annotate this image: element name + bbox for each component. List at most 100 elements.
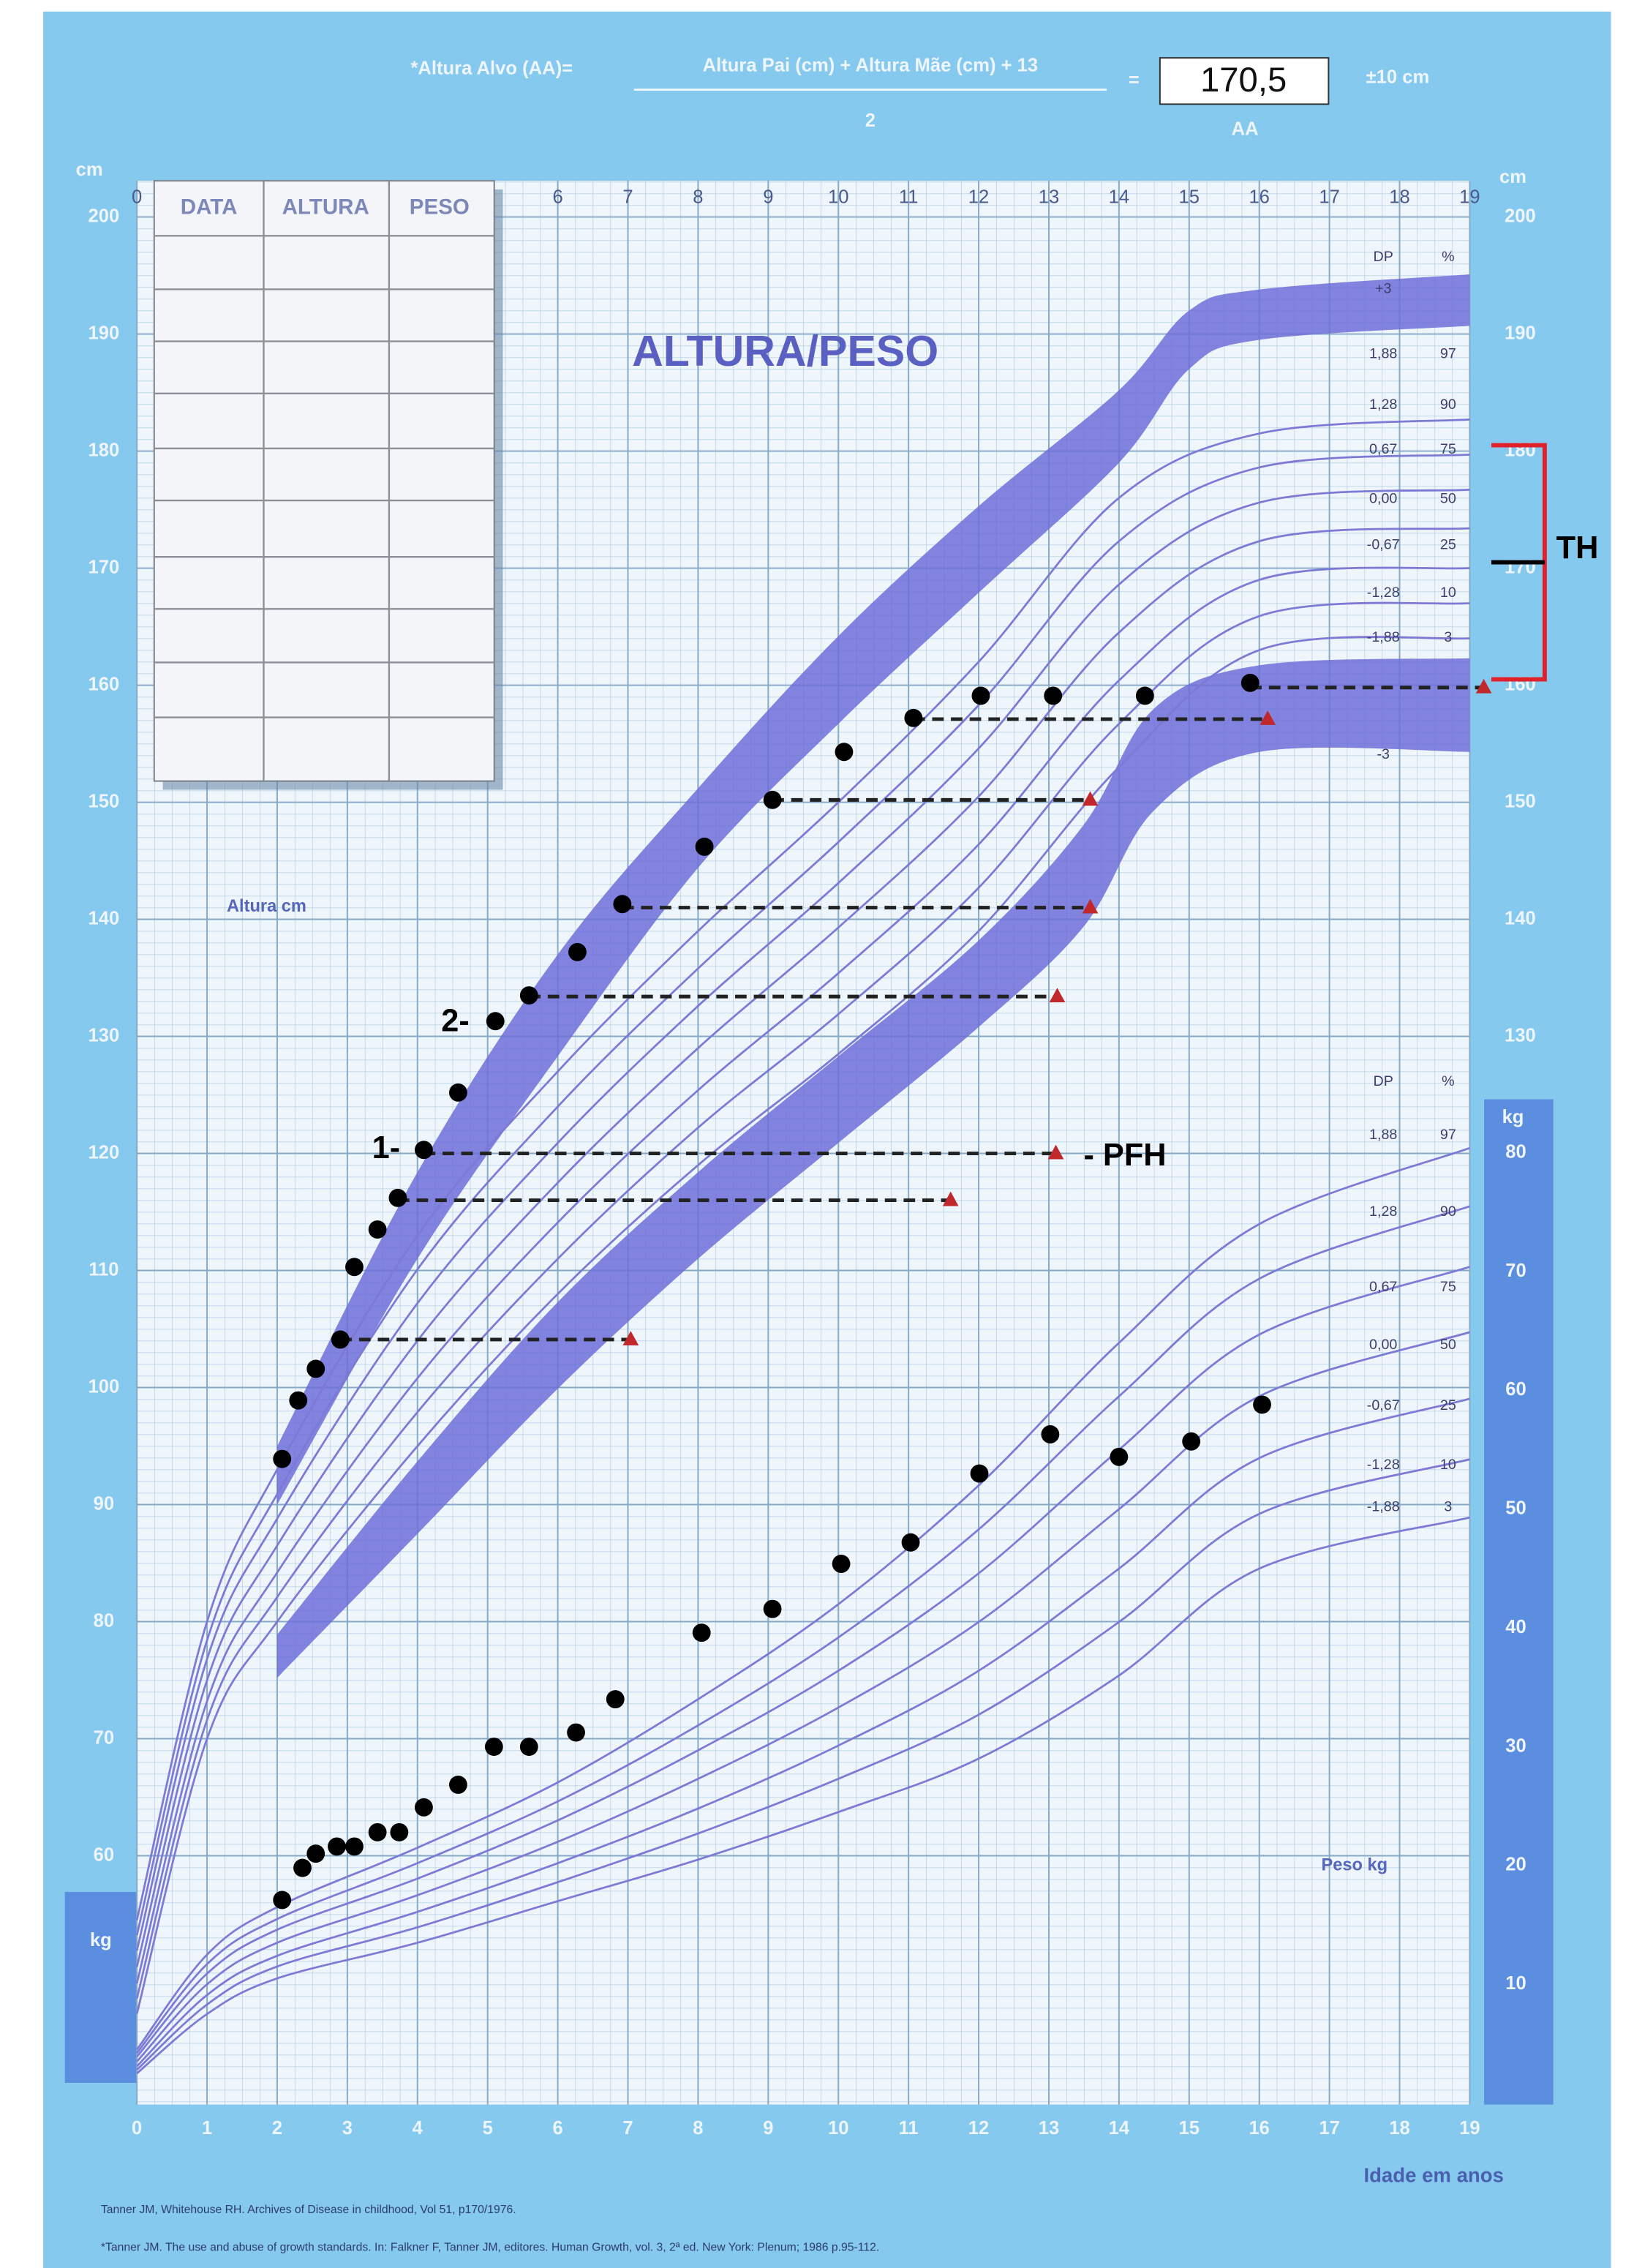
percentile-label: 0,00 — [1369, 1337, 1397, 1353]
percentile-label: 97 — [1440, 1127, 1456, 1143]
data-point — [832, 1555, 851, 1573]
percentile-curve — [135, 601, 1470, 1999]
y-tick-label-right: 180 — [1505, 440, 1536, 460]
percentile-curve — [135, 488, 1470, 1951]
y2-tick-label: 50 — [1505, 1498, 1526, 1519]
percentile-label: 3 — [1444, 1498, 1452, 1514]
chart-title: ALTURA/PESO — [632, 326, 938, 375]
percentile-curve — [135, 453, 1470, 1936]
data-point — [273, 1890, 292, 1910]
x-tick-label-top: 16 — [1249, 187, 1269, 208]
table-header: DATA — [181, 195, 238, 219]
data-point — [289, 1391, 308, 1410]
percentile-curve — [135, 527, 1470, 1967]
formula-numerator: Altura Pai (cm) + Altura Mãe (cm) + 13 — [703, 56, 1038, 76]
x-tick-label: 0 — [132, 2118, 142, 2139]
data-point — [695, 837, 714, 856]
x-tick-label-top: 7 — [622, 187, 633, 208]
projected-height — [1047, 1144, 1064, 1160]
x-tick-label-top: 13 — [1039, 187, 1059, 208]
data-point — [390, 1822, 409, 1841]
x-tick-label: 14 — [1109, 2118, 1130, 2139]
y-tick-label: 200 — [88, 206, 119, 226]
projected-height — [1049, 988, 1066, 1003]
percentile-curve — [135, 418, 1470, 1920]
percentile-label: -1,28 — [1367, 585, 1400, 601]
table-header: ALTURA — [282, 195, 369, 219]
curve-layer: DP % +3 1,88 97 1,28 90 0,67 75 0,00 50 -0,67 25 -1,2… — [135, 249, 1470, 2075]
projected-height — [942, 1191, 959, 1206]
percentile-curve — [136, 1516, 1470, 2075]
data-point — [273, 1449, 292, 1468]
table-lines — [154, 181, 494, 781]
formula-tolerance: ±10 cm — [1366, 67, 1430, 88]
percentile-label: 1,28 — [1369, 1204, 1397, 1220]
x-tick-label-top: 17 — [1319, 187, 1339, 208]
data-point — [388, 1188, 407, 1207]
x-tick-label: 4 — [413, 2118, 423, 2139]
y-tick-label-right: 130 — [1505, 1025, 1536, 1045]
data-point — [331, 1330, 350, 1349]
y-tick-label-right: 200 — [1505, 206, 1536, 226]
y2-tick-label: 40 — [1505, 1617, 1526, 1637]
x-tick-label: 11 — [899, 2118, 919, 2139]
formula-equals: = — [1129, 70, 1140, 90]
x-tick-label-top: 10 — [828, 187, 848, 208]
data-point — [293, 1858, 312, 1877]
result-box — [1159, 57, 1330, 105]
projected-height — [1082, 791, 1099, 806]
percentile-label: -0,67 — [1367, 537, 1400, 553]
percentile-label: 1,88 — [1369, 346, 1397, 362]
data-point — [449, 1083, 467, 1102]
percentile-header: DP — [1374, 249, 1393, 265]
x-tick-label: 19 — [1459, 2118, 1480, 2139]
data-point — [306, 1359, 325, 1378]
reference: *Tanner JM. The use and abuse of growth … — [101, 2241, 879, 2253]
data-point — [901, 1533, 920, 1552]
data-point — [1240, 673, 1260, 692]
x-tick-label-top: 14 — [1109, 187, 1129, 208]
x-tick-label: 18 — [1389, 2118, 1409, 2139]
data-point — [1253, 1395, 1271, 1414]
y-tick-label-right: 170 — [1505, 557, 1536, 577]
data-point — [519, 986, 538, 1005]
y2-unit: kg — [1502, 1107, 1524, 1127]
x-tick-label-top: 19 — [1459, 187, 1480, 208]
data-point — [904, 708, 923, 727]
y-tick-label: 60 — [94, 1844, 114, 1865]
percentile-label: 10 — [1440, 1457, 1456, 1473]
data-point — [568, 942, 587, 961]
x-tick-label: 13 — [1039, 2118, 1059, 2139]
formula-result: 170,5 — [1200, 61, 1287, 99]
annotation: 1- — [372, 1130, 401, 1165]
projected-height — [1475, 678, 1492, 694]
data-point — [613, 895, 632, 914]
y2-tick-label: 70 — [1505, 1261, 1526, 1281]
percentile-label: -3 — [1377, 746, 1390, 762]
percentile-label: 10 — [1440, 585, 1456, 601]
data-point — [567, 1723, 585, 1742]
data-point — [368, 1822, 387, 1841]
data-point — [1044, 686, 1063, 705]
data-point — [971, 686, 990, 705]
x-tick-label: 9 — [763, 2118, 773, 2139]
x-tick-label-top: 18 — [1389, 187, 1409, 208]
y-tick-label: 130 — [88, 1025, 119, 1045]
y-tick-label: 180 — [88, 440, 119, 460]
y-tick-label: 120 — [88, 1142, 119, 1163]
x-tick-label-top: 0 — [132, 187, 142, 208]
weight-column — [1484, 1099, 1554, 2105]
x-tick-label-top: 12 — [968, 187, 989, 208]
x-tick-label: 16 — [1249, 2118, 1269, 2139]
data-point — [519, 1738, 538, 1756]
percentile-label: 3 — [1444, 629, 1452, 645]
reference: Tanner JM, Whitehouse RH. Archives of Di… — [101, 2204, 516, 2216]
percentile-label: 97 — [1440, 346, 1456, 362]
data-point — [692, 1623, 711, 1642]
x-tick-label-top: 11 — [899, 187, 919, 208]
percentile-label: 50 — [1440, 1337, 1456, 1353]
data-point — [415, 1798, 433, 1817]
x-tick-label: 6 — [552, 2118, 562, 2139]
formula-lhs: *Altura Alvo (AA)= — [410, 59, 573, 79]
y-tick-label: 80 — [94, 1610, 114, 1631]
